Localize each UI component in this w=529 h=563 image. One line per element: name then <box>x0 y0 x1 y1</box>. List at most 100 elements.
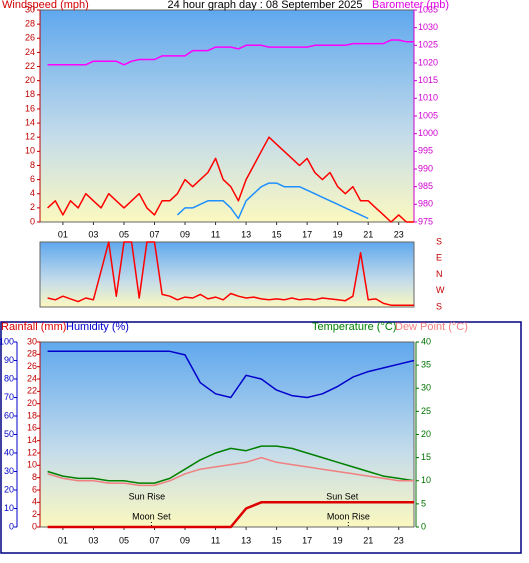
x-tick-label: 07 <box>149 229 159 239</box>
y-tick-label: 20 <box>27 398 37 408</box>
y-tick-label: 10 <box>421 475 431 485</box>
y-tick-label: 995 <box>418 146 433 156</box>
y-tick-label: 30 <box>27 336 37 346</box>
x-tick-label: 19 <box>333 229 343 239</box>
annotation: Sun Set <box>326 491 359 501</box>
y-tick-label: 0 <box>30 216 35 226</box>
series-line <box>47 501 414 529</box>
x-tick-label: 13 <box>241 229 251 239</box>
y-tick-label: 18 <box>25 89 35 99</box>
y-tick-label: 20 <box>25 75 35 85</box>
wind-plot-area <box>39 9 415 223</box>
y-tick-label: 6 <box>30 174 35 184</box>
y-tick-label: 22 <box>25 61 35 71</box>
series-label: Rainfall (mm) <box>1 321 66 333</box>
y-tick-label: S <box>436 301 442 311</box>
x-tick-label: 21 <box>363 229 373 239</box>
series-label: Dew Point (°C) <box>395 321 468 333</box>
y-tick-label: 12 <box>25 132 35 142</box>
y-tick-label: 25 <box>421 406 431 416</box>
y-tick-label: 15 <box>421 452 431 462</box>
series-line <box>47 136 414 223</box>
y-tick-label: 1010 <box>418 93 438 103</box>
x-tick-label: 13 <box>241 535 251 545</box>
y-tick-label: 4 <box>32 497 37 507</box>
y-tick-label: 28 <box>27 349 37 359</box>
y-tick-label: 30 <box>421 383 431 393</box>
y-tick-label: 5 <box>421 498 426 508</box>
y-tick-label: 26 <box>25 33 35 43</box>
x-tick-label: 19 <box>333 535 343 545</box>
y-tick-label: 1025 <box>418 40 438 50</box>
y-tick-label: S <box>436 236 442 246</box>
annotation: Moon Rise <box>327 511 370 521</box>
y-tick-label: 35 <box>421 360 431 370</box>
x-tick-label: 05 <box>119 229 129 239</box>
y-tick-label: 22 <box>27 386 37 396</box>
y-tick-label: W <box>436 285 445 295</box>
y-tick-label: 10 <box>25 146 35 156</box>
y-tick-label: 8 <box>32 472 37 482</box>
y-tick-label: 20 <box>4 484 14 494</box>
y-tick-label: 30 <box>25 4 35 14</box>
y-tick-label: 2 <box>30 202 35 212</box>
annotation: Sun Rise <box>129 491 166 501</box>
y-tick-label: 6 <box>32 484 37 494</box>
y-tick-label: 1000 <box>418 128 438 138</box>
x-tick-label: 03 <box>88 229 98 239</box>
y-tick-label: 80 <box>4 373 14 383</box>
y-tick-label: 8 <box>30 160 35 170</box>
y-tick-label: 10 <box>4 503 14 513</box>
series-label: Temperature (°C) <box>312 321 396 333</box>
x-tick-label: 01 <box>58 229 68 239</box>
x-tick-label: 07 <box>149 535 159 545</box>
x-tick-label: 01 <box>58 535 68 545</box>
y-tick-label: 10 <box>27 460 37 470</box>
annotation: Moon Set <box>132 511 171 521</box>
y-tick-label: 14 <box>27 435 37 445</box>
y-tick-label: 1020 <box>418 57 438 67</box>
y-tick-label: 1005 <box>418 110 438 120</box>
x-tick-label: 23 <box>394 535 404 545</box>
y-tick-label: 24 <box>27 373 37 383</box>
x-tick-label: 17 <box>302 229 312 239</box>
y-tick-label: 28 <box>25 19 35 29</box>
y-tick-label: 0 <box>32 521 37 531</box>
y-tick-label: 24 <box>25 47 35 57</box>
y-tick-label: 16 <box>25 103 35 113</box>
y-tick-label: 12 <box>27 447 37 457</box>
y-tick-label: 980 <box>418 199 433 209</box>
x-tick-label: 09 <box>180 535 190 545</box>
series-label: Humidity (%) <box>66 321 129 333</box>
y-tick-label: N <box>436 269 443 279</box>
y-tick-label: 90 <box>4 355 14 365</box>
chart-title: 24 hour graph day : 08 September 2025 <box>167 0 362 11</box>
climate-plot-area <box>39 341 415 528</box>
series-line <box>47 39 414 66</box>
y-tick-label: 1035 <box>418 4 438 14</box>
x-tick-label: 09 <box>180 229 190 239</box>
y-tick-label: 100 <box>0 336 14 346</box>
y-tick-label: 60 <box>4 410 14 420</box>
y-tick-label: 26 <box>27 361 37 371</box>
y-tick-label: 985 <box>418 181 433 191</box>
y-tick-label: 975 <box>418 216 433 226</box>
y-tick-label: 990 <box>418 163 433 173</box>
y-tick-label: E <box>436 253 442 263</box>
x-tick-label: 11 <box>211 535 220 545</box>
wind-axis-title: Windspeed (mph) <box>2 0 89 11</box>
y-tick-label: 70 <box>4 392 14 402</box>
y-tick-label: 18 <box>27 410 37 420</box>
y-tick-label: 40 <box>421 336 431 346</box>
y-tick-label: 20 <box>421 429 431 439</box>
y-tick-label: 16 <box>27 423 37 433</box>
series-line <box>47 350 415 399</box>
x-tick-label: 21 <box>363 535 373 545</box>
x-tick-label: 03 <box>88 535 98 545</box>
x-tick-label: 11 <box>211 229 220 239</box>
y-tick-label: 14 <box>25 117 35 127</box>
y-tick-label: 30 <box>4 466 14 476</box>
x-tick-label: 23 <box>394 229 404 239</box>
series-line <box>47 445 415 484</box>
